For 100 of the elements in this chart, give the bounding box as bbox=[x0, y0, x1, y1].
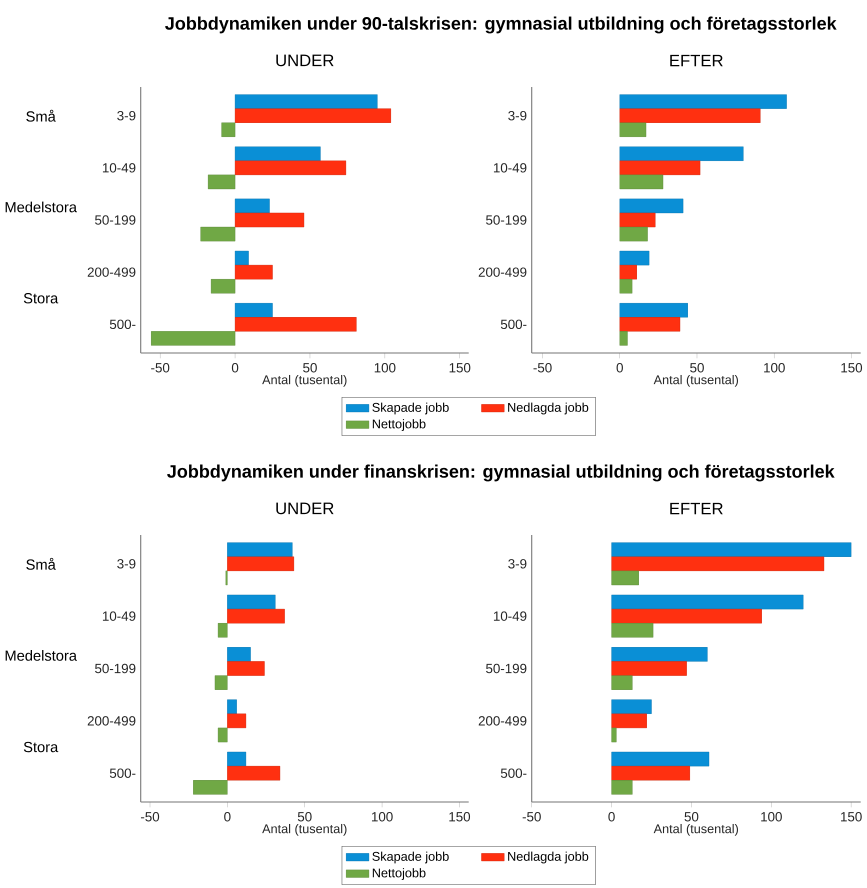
bar bbox=[227, 699, 237, 714]
y-tick-label: 200-499 bbox=[88, 267, 136, 277]
y-tick-label: 500- bbox=[110, 768, 136, 778]
bar bbox=[620, 279, 632, 294]
bar bbox=[227, 542, 293, 557]
chart-title: Jobbdynamiken under finanskrisen: gymnasial utbildning och företagsstorlek bbox=[167, 464, 835, 482]
x-axis-title: Antal (tusental) bbox=[262, 374, 347, 387]
x-tick-label: 50 bbox=[684, 812, 698, 822]
chart-title: Jobbdynamiken under 90-talskrisen: gymnasial utbildning och företagsstorlek bbox=[165, 16, 837, 34]
bar bbox=[611, 608, 762, 624]
x-tick-label: -50 bbox=[151, 363, 170, 372]
legend-label: Nettojobb bbox=[372, 868, 426, 880]
bar bbox=[620, 198, 684, 214]
x-tick-label: -50 bbox=[140, 812, 160, 822]
bar bbox=[218, 623, 228, 638]
x-tick-label: 0 bbox=[224, 812, 231, 822]
x-tick-label: 100 bbox=[761, 812, 782, 822]
y-tick-label: 200-499 bbox=[478, 716, 526, 726]
bar bbox=[620, 174, 664, 190]
bar bbox=[234, 317, 357, 332]
bar bbox=[611, 661, 687, 676]
y-tick-label: 200-499 bbox=[478, 267, 526, 277]
x-tick-label: 50 bbox=[303, 363, 317, 372]
bar bbox=[611, 647, 708, 662]
bar bbox=[611, 675, 633, 690]
bar bbox=[234, 264, 273, 280]
chart-title: EFTER bbox=[670, 502, 723, 514]
text: Små bbox=[26, 558, 56, 570]
bar bbox=[234, 94, 378, 109]
y-tick-label: 3-9 bbox=[117, 110, 136, 120]
chart-subtitle: UNDER bbox=[276, 54, 334, 66]
bar bbox=[221, 122, 236, 138]
bar bbox=[611, 714, 647, 728]
y-tick-label: 50-199 bbox=[486, 215, 526, 225]
bar bbox=[227, 661, 265, 676]
text: Stora bbox=[24, 742, 58, 752]
bar bbox=[620, 160, 700, 176]
x-tick-label: 0 bbox=[608, 812, 615, 822]
bar bbox=[227, 594, 276, 610]
legend-label: Nettojobb bbox=[372, 419, 426, 431]
bar bbox=[227, 766, 280, 780]
bar bbox=[234, 198, 270, 214]
bar bbox=[611, 728, 617, 742]
y-tick-label: 3-9 bbox=[508, 559, 526, 569]
bar bbox=[611, 766, 690, 780]
y-tick-label: 50-199 bbox=[486, 664, 526, 674]
bar bbox=[620, 331, 628, 346]
y-tick-label: 50-199 bbox=[95, 215, 136, 225]
x-tick-label: 0 bbox=[616, 363, 623, 372]
text: Små bbox=[26, 110, 56, 122]
y-tick-label: 10-49 bbox=[494, 611, 526, 621]
y-tick-label: 3-9 bbox=[508, 110, 526, 120]
bar bbox=[234, 302, 273, 318]
x-tick-label: 150 bbox=[450, 363, 470, 372]
y-tick-label: 10-49 bbox=[102, 611, 136, 621]
bar bbox=[620, 317, 680, 332]
bar bbox=[227, 556, 294, 572]
bar bbox=[200, 226, 236, 242]
x-tick-label: 150 bbox=[449, 812, 470, 822]
legend-label: Skapade jobb bbox=[372, 402, 449, 414]
chart-title: EFTER bbox=[670, 54, 723, 66]
y-tick-label: 50-199 bbox=[95, 664, 136, 674]
text: Medelstora bbox=[6, 650, 77, 661]
bar bbox=[208, 174, 236, 190]
bar bbox=[620, 264, 637, 280]
bar bbox=[620, 212, 656, 228]
bar bbox=[234, 108, 392, 123]
bar bbox=[611, 594, 804, 610]
bar bbox=[214, 675, 228, 690]
bar bbox=[234, 212, 304, 228]
bar bbox=[227, 647, 251, 662]
bar bbox=[620, 146, 744, 161]
bar bbox=[611, 699, 652, 714]
x-tick-label: 150 bbox=[841, 812, 862, 822]
x-tick-label: 150 bbox=[841, 363, 862, 372]
bar bbox=[611, 623, 654, 638]
y-tick-label: 10-49 bbox=[102, 163, 136, 173]
y-tick-label: 3-9 bbox=[117, 559, 136, 569]
bar bbox=[218, 728, 228, 742]
bar bbox=[234, 250, 249, 266]
x-axis-title: Antal (tusental) bbox=[654, 374, 738, 387]
bar bbox=[620, 302, 688, 318]
bar bbox=[611, 570, 639, 586]
x-tick-label: 100 bbox=[372, 812, 393, 822]
x-axis-title: Antal (tusental) bbox=[654, 824, 738, 836]
bar bbox=[193, 780, 228, 795]
bar bbox=[611, 556, 824, 572]
chart-subtitle: UNDER bbox=[276, 502, 334, 514]
x-tick-label: 100 bbox=[764, 363, 785, 372]
x-tick-label: 100 bbox=[374, 363, 396, 372]
bar bbox=[620, 94, 787, 109]
y-tick-label: 200-499 bbox=[88, 716, 136, 726]
bar bbox=[611, 752, 710, 766]
text: Medelstora bbox=[6, 202, 77, 212]
bar bbox=[227, 714, 246, 728]
bar bbox=[234, 160, 346, 176]
x-tick-label: 50 bbox=[690, 363, 704, 372]
y-tick-label: 500- bbox=[110, 320, 136, 330]
bar bbox=[210, 279, 236, 294]
legend-label: Skapade jobb bbox=[372, 852, 449, 864]
